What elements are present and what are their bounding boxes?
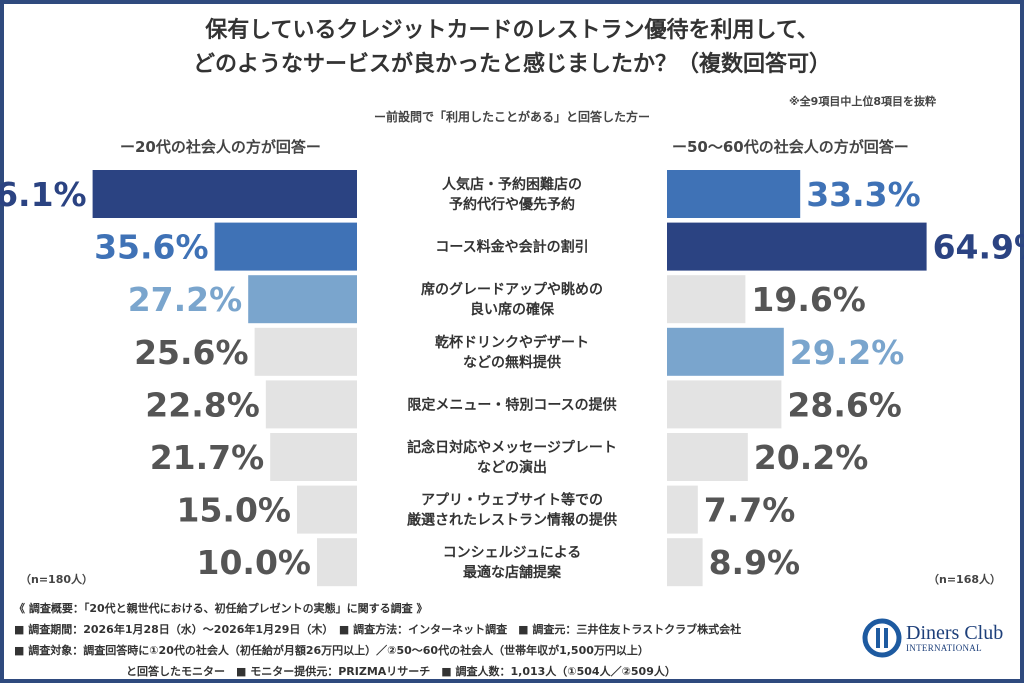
- diners-club-logo: Diners Club INTERNATIONAL: [862, 618, 1003, 658]
- bar-right: [667, 485, 698, 534]
- category-label: 予約代行や優先予約: [449, 196, 575, 213]
- footer-line: ■ 調査対象：調査回答時に①20代の社会人（初任給が月額26万円以上）／②50～…: [14, 644, 649, 657]
- bar-left: [214, 222, 357, 271]
- bar-left: [270, 433, 357, 481]
- category-label: 記念日対応やメッセージプレート: [407, 439, 617, 456]
- bar-right: [667, 433, 748, 481]
- value-label-left: 66.1%: [0, 175, 87, 214]
- value-label-left: 15.0%: [177, 491, 292, 530]
- category-label: 人気店・予約困難店の: [442, 176, 582, 193]
- bar-right: [667, 380, 782, 429]
- bar-left: [265, 380, 357, 429]
- bar-right: [667, 275, 746, 324]
- value-label-left: 35.6%: [94, 228, 209, 267]
- value-label-right: 19.6%: [751, 280, 866, 319]
- title-line-2: どのようなサービスが良かったと感じましたか？（複数回答可）: [192, 52, 831, 77]
- bar-left: [248, 275, 357, 324]
- footer-line: 《 調査概要：「20代と親世代における、初任給プレゼントの実態」に関する調査 》: [14, 602, 428, 615]
- category-label: 席のグレードアップや眺めの: [421, 281, 603, 298]
- footer-line: ■ 調査期間：2026年1月28日（水）～2026年1月29日（木） ■ 調査方…: [14, 623, 742, 636]
- category-label: コンシェルジュによる: [443, 545, 582, 561]
- value-label-right: 8.9%: [709, 543, 801, 582]
- category-label: 最適な店舗提案: [463, 564, 562, 581]
- chart-title: 保有しているクレジットカードのレストラン優待を利用して、 どのようなサービスが良…: [0, 14, 1024, 82]
- value-label-right: 33.3%: [806, 175, 921, 214]
- bar-left: [317, 538, 357, 587]
- value-label-right: 28.6%: [787, 385, 902, 424]
- note: ※全9項目中上位8項目を抜粋: [788, 95, 936, 108]
- bar-left: [297, 485, 357, 534]
- value-label-right: 64.9%: [933, 228, 1024, 267]
- logo-subtext: INTERNATIONAL: [906, 643, 982, 653]
- value-label-left: 25.6%: [134, 333, 249, 372]
- title-line-1: 保有しているクレジットカードのレストラン優待を利用して、: [205, 18, 819, 43]
- value-label-right: 29.2%: [790, 333, 905, 372]
- value-label-right: 7.7%: [704, 491, 796, 530]
- bar-right: [667, 538, 703, 587]
- category-label: 乾杯ドリンクやデザート: [435, 334, 589, 351]
- value-label-left: 27.2%: [128, 280, 243, 319]
- bar-left: [254, 327, 357, 376]
- category-label: などの無料提供: [463, 354, 561, 371]
- category-label: 良い席の確保: [470, 301, 555, 318]
- value-label-left: 10.0%: [197, 543, 312, 582]
- category-label: コース料金や会計の割引: [435, 239, 588, 256]
- logo-text: Diners Club: [906, 622, 1004, 644]
- category-label: アプリ・ウェブサイト等での: [421, 492, 603, 509]
- bar-right: [667, 170, 801, 218]
- value-label-left: 21.7%: [150, 438, 265, 477]
- value-label-right: 20.2%: [754, 438, 869, 477]
- right-group-label: ー50～60代の社会人の方が回答ー: [672, 138, 909, 156]
- diners-logo-icon: [862, 618, 902, 658]
- category-label: 厳選されたレストラン情報の提供: [407, 512, 617, 529]
- category-label: 限定メニュー・特別コースの提供: [407, 396, 616, 413]
- footer-line: と回答したモニター ■ モニター提供元：PRIZMAリサーチ ■ 調査人数：1,…: [126, 665, 676, 678]
- category-label: などの演出: [477, 459, 547, 476]
- bar-right: [667, 327, 784, 376]
- left-group-label: ー20代の社会人の方が回答ー: [120, 138, 321, 156]
- bar-right: [667, 222, 927, 271]
- right-n: （n=168人）: [928, 573, 1002, 586]
- bar-left: [92, 170, 357, 218]
- subtitle: ー前設問で「利用したことがある」と回答した方ー: [373, 110, 650, 124]
- value-label-left: 22.8%: [145, 385, 260, 424]
- survey-footer: 《 調査概要：「20代と親世代における、初任給プレゼントの実態」に関する調査 》…: [14, 598, 741, 682]
- left-n: （n=180人）: [20, 573, 94, 586]
